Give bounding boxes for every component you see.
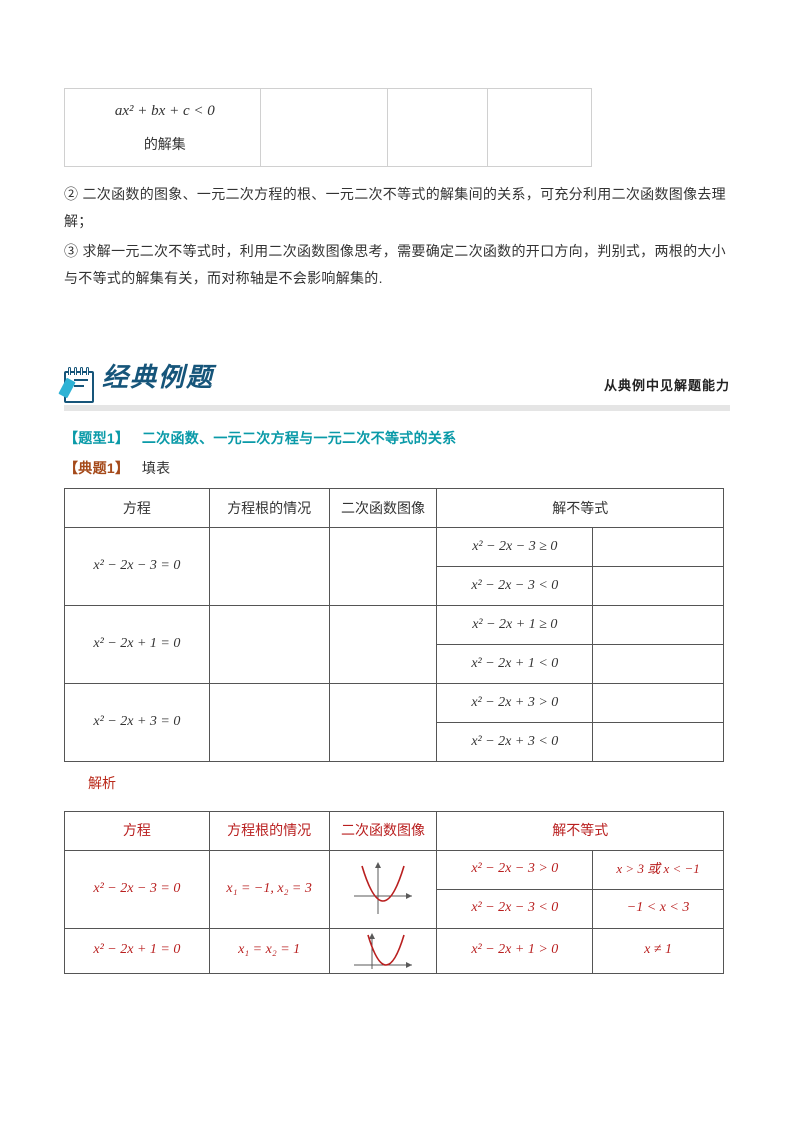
root-cell (209, 527, 329, 605)
topic-title: 二次函数、一元二次方程与一元二次不等式的关系 (142, 430, 457, 446)
example-line: 【典题1】 填表 (64, 455, 730, 482)
example-tag: 【典题1】 (64, 460, 129, 476)
top-formula: ax² + bx + c < 0 (71, 97, 259, 126)
ineq-cell: x² − 2x + 1 < 0 (437, 644, 593, 683)
th-eq: 方程 (65, 811, 210, 850)
jiexi-label: 解析 (88, 770, 730, 797)
root-cell: x₁ = x₂ = 1 (209, 928, 329, 973)
table-row: x² − 2x + 3 = 0 x² − 2x + 3 > 0 (65, 683, 724, 722)
top-empty-1 (260, 89, 388, 167)
ineq-cell: x² − 2x − 3 > 0 (437, 850, 593, 889)
th-ineq: 解不等式 (437, 811, 724, 850)
eq-cell: x² − 2x − 3 = 0 (65, 850, 210, 928)
section-header: 经典例题 从典例中见解题能力 (64, 353, 730, 410)
topic-tag: 【题型1】 (64, 430, 129, 446)
page-root: ax² + bx + c < 0 的解集 ② 二次函数的图象、一元二次方程的根、… (0, 0, 794, 1014)
table-row: x² − 2x + 1 = 0 x² − 2x + 1 ≥ 0 (65, 605, 724, 644)
th-graph: 二次函数图像 (329, 488, 437, 527)
ineq-cell: x² − 2x − 3 ≥ 0 (437, 527, 593, 566)
section-header-left: 经典例题 (64, 353, 214, 402)
top-fragment-table: ax² + bx + c < 0 的解集 (64, 88, 592, 167)
eq-cell: x² − 2x + 1 = 0 (65, 605, 210, 683)
root-cell (209, 605, 329, 683)
table-row: 方程 方程根的情况 二次函数图像 解不等式 (65, 488, 724, 527)
graph-cell (329, 527, 437, 605)
sol-cell (593, 605, 724, 644)
section-title: 经典例题 (102, 353, 214, 402)
root-cell: x₁ = −1, x₂ = 3 (209, 850, 329, 928)
paragraph-3: ③ 求解一元二次不等式时，利用二次函数图像思考，需要确定二次函数的开口方向，判别… (64, 238, 730, 291)
table-row: x² − 2x − 3 = 0 x² − 2x − 3 ≥ 0 (65, 527, 724, 566)
th-root: 方程根的情况 (209, 488, 329, 527)
top-empty-3 (488, 89, 592, 167)
sol-cell (593, 566, 724, 605)
ineq-cell: x² − 2x + 1 > 0 (437, 928, 593, 973)
table-row: 方程 方程根的情况 二次函数图像 解不等式 (65, 811, 724, 850)
table-row: x² − 2x − 3 = 0 x₁ = −1, x₂ = 3 x² − 2x … (65, 850, 724, 889)
graph-cell (329, 683, 437, 761)
ineq-cell: x² − 2x − 3 < 0 (437, 889, 593, 928)
th-graph: 二次函数图像 (329, 811, 437, 850)
top-empty-2 (388, 89, 488, 167)
parabola-tangent-icon (348, 931, 418, 971)
ineq-cell: x² − 2x − 3 < 0 (437, 566, 593, 605)
section-subtitle: 从典例中见解题能力 (604, 374, 730, 399)
th-ineq: 解不等式 (437, 488, 724, 527)
sol-cell: x ≠ 1 (593, 928, 724, 973)
sol-cell: −1 < x < 3 (593, 889, 724, 928)
sol-cell (593, 527, 724, 566)
ineq-cell: x² − 2x + 1 ≥ 0 (437, 605, 593, 644)
sol-cell (593, 644, 724, 683)
solution-table: 方程 方程根的情况 二次函数图像 解不等式 x² − 2x − 3 = 0 x₁… (64, 811, 724, 974)
eq-cell: x² − 2x + 1 = 0 (65, 928, 210, 973)
top-formula-cell: ax² + bx + c < 0 的解集 (65, 89, 261, 167)
ineq-cell: x² − 2x + 3 < 0 (437, 722, 593, 761)
paragraph-2: ② 二次函数的图象、一元二次方程的根、一元二次不等式的解集间的关系，可充分利用二… (64, 181, 730, 234)
notebook-icon (64, 365, 98, 403)
graph-cell (329, 850, 437, 928)
table-row: x² − 2x + 1 = 0 x₁ = x₂ = 1 x² − 2x + 1 … (65, 928, 724, 973)
ineq-cell: x² − 2x + 3 > 0 (437, 683, 593, 722)
blank-table: 方程 方程根的情况 二次函数图像 解不等式 x² − 2x − 3 = 0 x²… (64, 488, 724, 762)
eq-cell: x² − 2x + 3 = 0 (65, 683, 210, 761)
graph-cell (329, 928, 437, 973)
sol-cell: x > 3 或 x < −1 (593, 850, 724, 889)
parabola-two-roots-icon (348, 858, 418, 920)
sol-cell (593, 683, 724, 722)
graph-cell (329, 605, 437, 683)
th-eq: 方程 (65, 488, 210, 527)
topic-line: 【题型1】 二次函数、一元二次方程与一元二次不等式的关系 (64, 425, 730, 452)
example-title: 填表 (142, 460, 171, 476)
top-formula-label: 的解集 (71, 131, 259, 158)
sol-cell (593, 722, 724, 761)
th-root: 方程根的情况 (209, 811, 329, 850)
root-cell (209, 683, 329, 761)
eq-cell: x² − 2x − 3 = 0 (65, 527, 210, 605)
